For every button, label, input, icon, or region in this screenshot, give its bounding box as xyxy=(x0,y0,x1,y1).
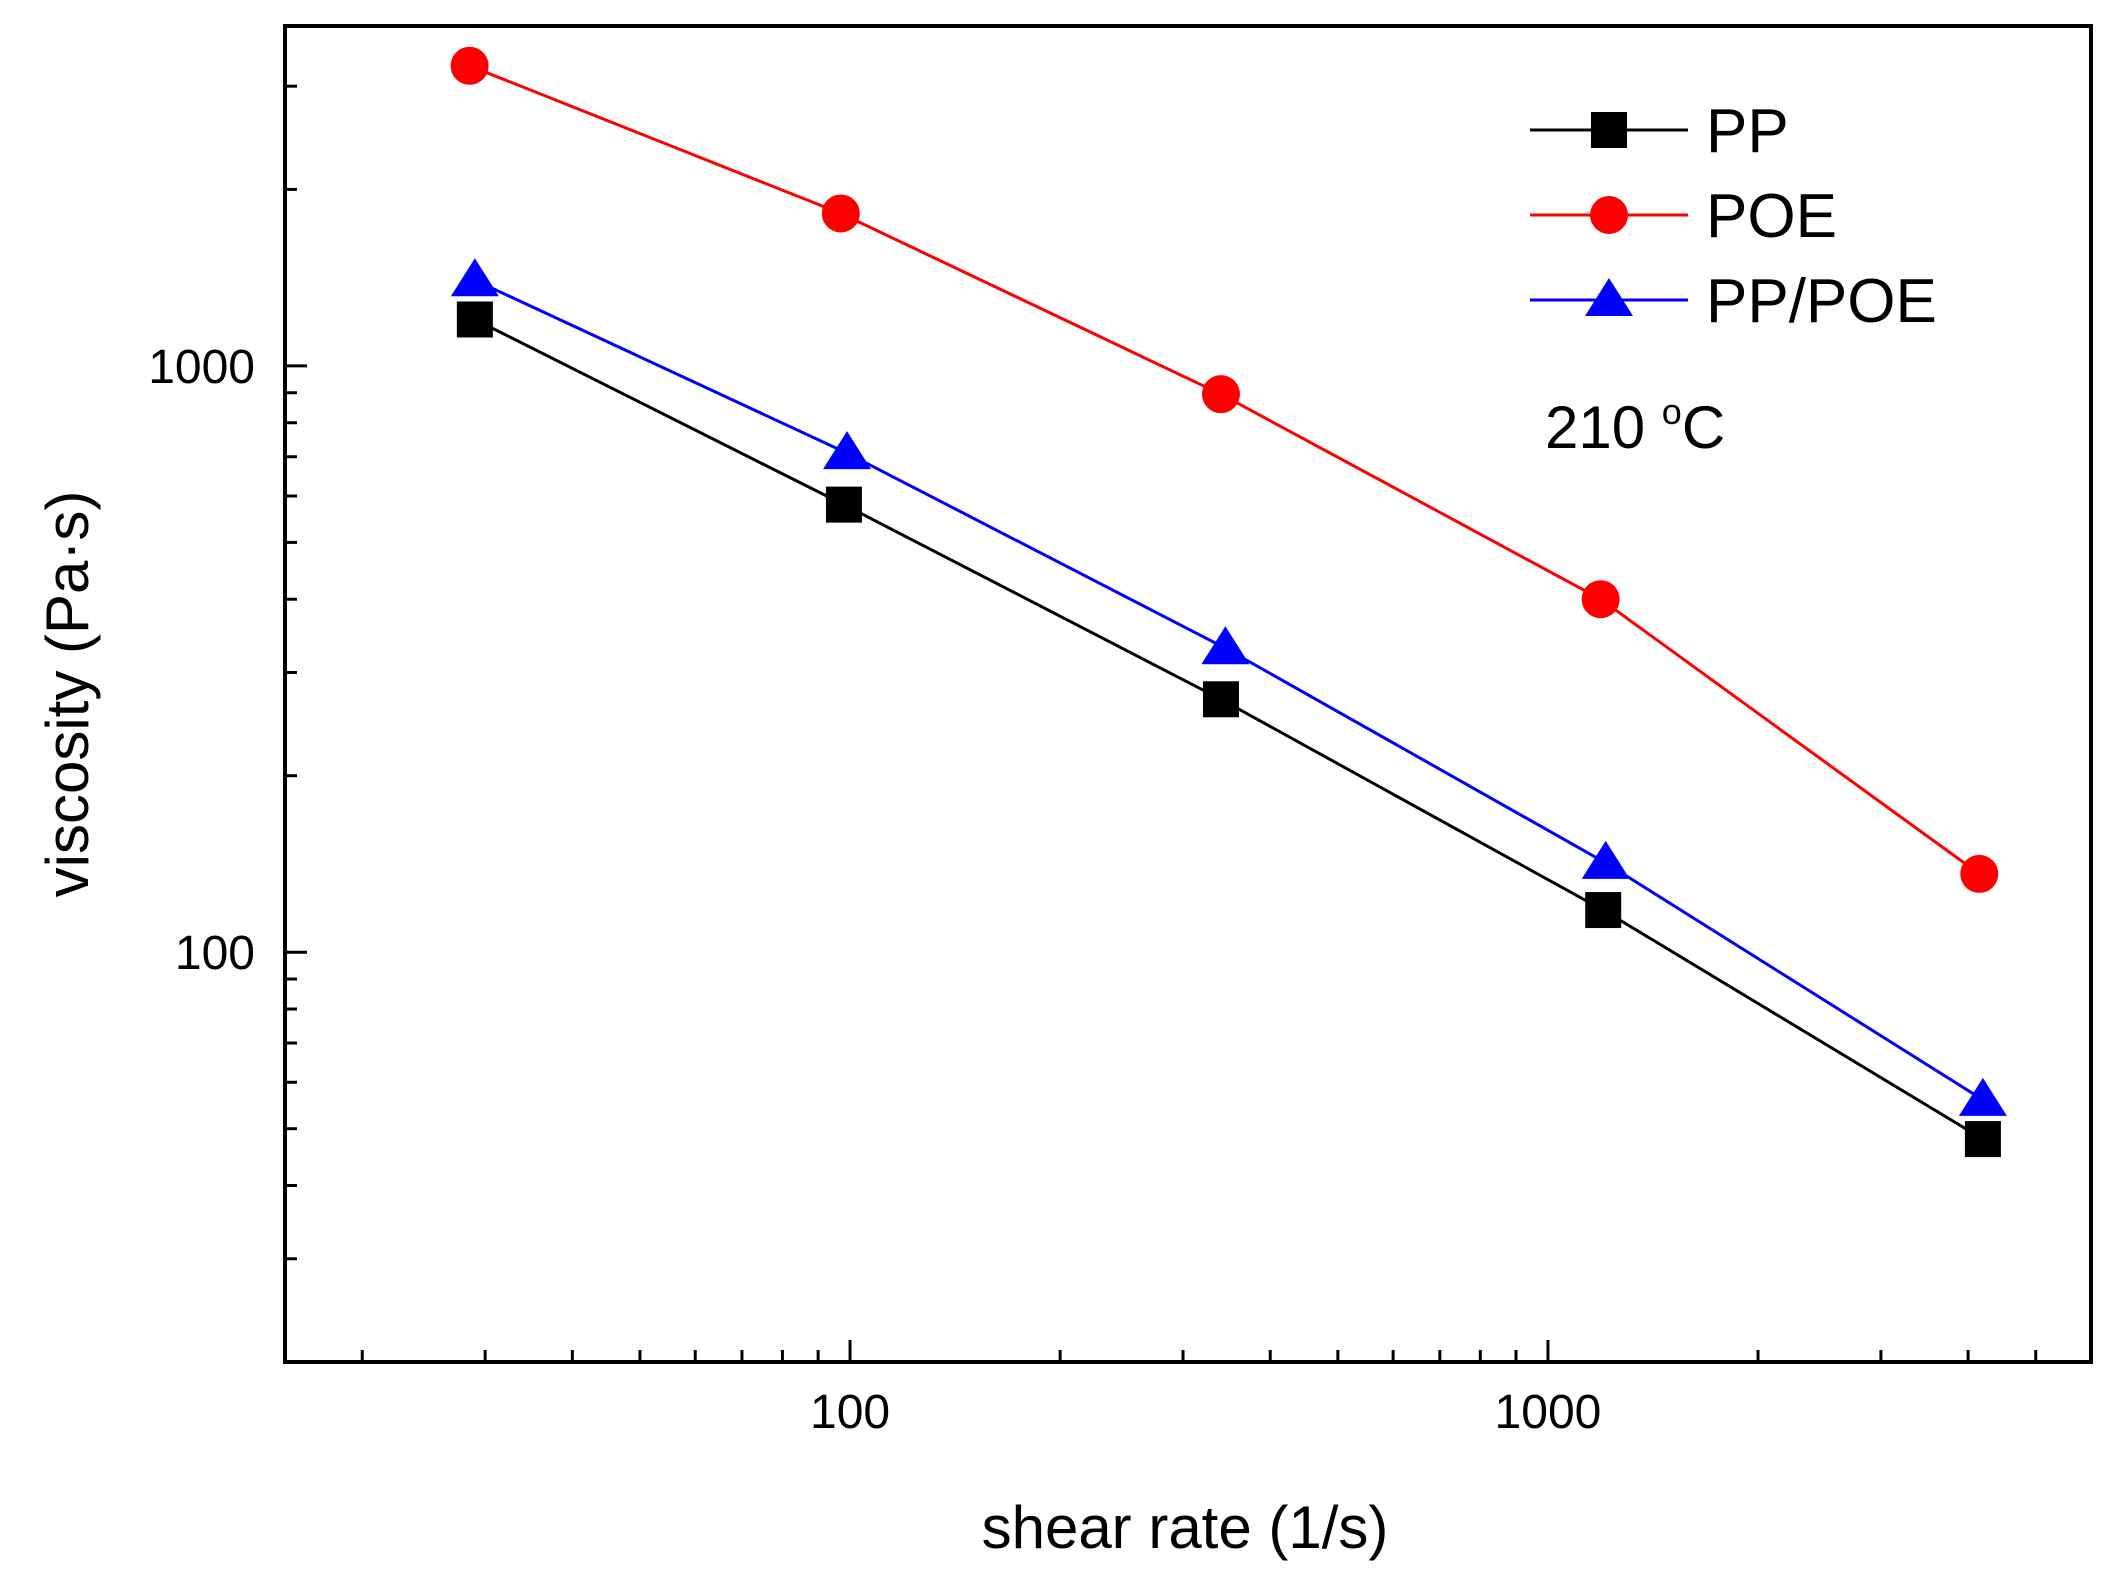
data-point-poe xyxy=(1201,375,1240,414)
data-point-poe xyxy=(821,194,860,233)
series-pp xyxy=(456,301,2001,1158)
temperature-unit: C xyxy=(1682,394,1725,461)
x-tick-label: 100 xyxy=(810,1386,890,1439)
y-axis-ticks: 100 1000 xyxy=(148,84,307,1364)
temperature-annotation: 210 oC xyxy=(1545,391,1725,461)
data-point-poe xyxy=(450,46,489,85)
legend: PP POE PP/POE xyxy=(1530,97,1937,336)
series-pp-poe xyxy=(450,258,2007,1116)
x-axis-ticks: 100 1000 xyxy=(360,1340,2093,1439)
data-point-pp xyxy=(1964,1121,2001,1158)
y-tick-label: 1000 xyxy=(148,341,255,394)
x-axis-title: shear rate (1/s) xyxy=(982,1494,1389,1561)
data-point-pp-poe xyxy=(1958,1077,2007,1116)
legend-item-poe: POE xyxy=(1530,182,1837,251)
data-point-pp-poe xyxy=(1201,626,1250,665)
data-point-pp-poe xyxy=(823,431,872,470)
data-point-pp xyxy=(1585,892,1622,929)
data-point-pp-poe xyxy=(450,258,499,297)
legend-label-pp: PP xyxy=(1706,97,1789,166)
data-point-poe xyxy=(1960,854,1999,893)
legend-item-pp-poe: PP/POE xyxy=(1530,267,1937,336)
x-tick-label: 1000 xyxy=(1495,1386,1602,1439)
data-point-pp xyxy=(825,486,862,523)
legend-label-poe: POE xyxy=(1706,182,1837,251)
temperature-value: 210 xyxy=(1545,394,1662,461)
series-poe xyxy=(450,46,1999,893)
y-axis-title: viscosity (Pa·s) xyxy=(34,491,101,898)
legend-label-pp-poe: PP/POE xyxy=(1706,267,1937,336)
legend-item-pp: PP xyxy=(1530,97,1789,166)
legend-marker-pp xyxy=(1591,112,1627,148)
series-line-pp xyxy=(474,318,1984,1141)
legend-marker-poe xyxy=(1590,196,1628,234)
y-tick-label: 100 xyxy=(175,927,255,980)
plot-frame xyxy=(283,24,2093,1364)
data-point-pp-poe xyxy=(1581,840,1630,879)
data-point-pp xyxy=(456,301,493,338)
data-point-poe xyxy=(1581,580,1620,619)
series-layer xyxy=(450,46,2007,1158)
degree-symbol: o xyxy=(1662,391,1682,432)
data-point-pp xyxy=(1202,681,1239,718)
legend-marker-pp-poe xyxy=(1585,278,1633,316)
